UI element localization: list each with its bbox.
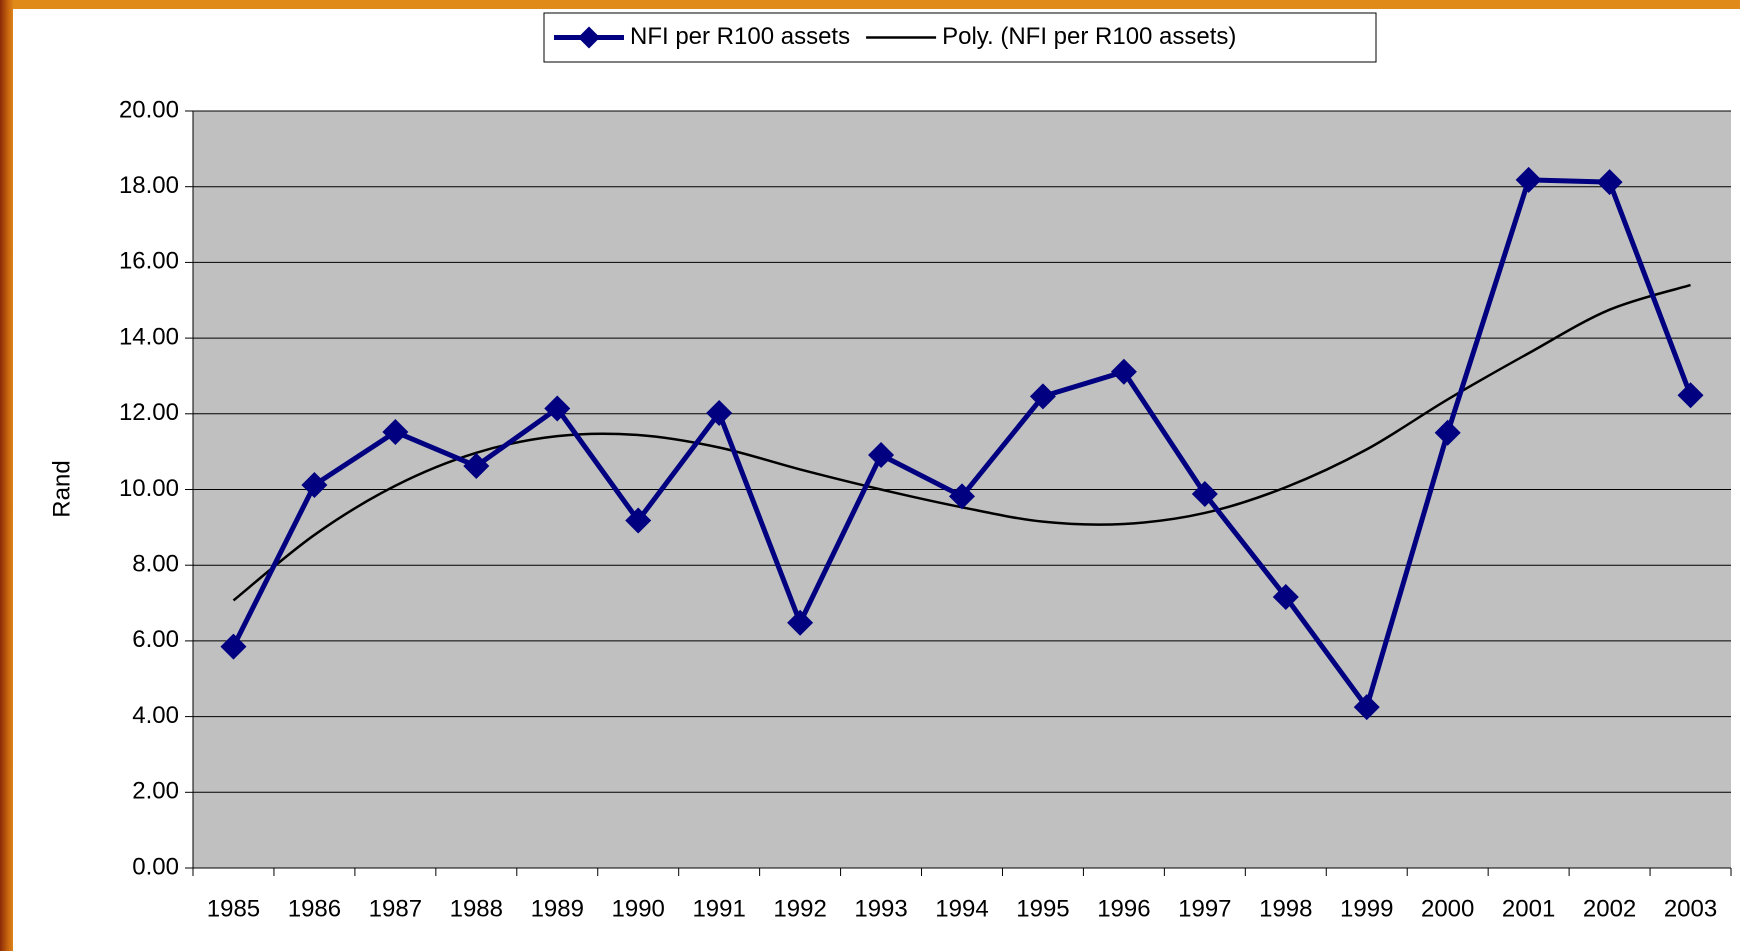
y-tick-label: 20.00 (119, 96, 179, 123)
x-tick-label: 2002 (1583, 895, 1636, 922)
marker (1596, 169, 1623, 196)
x-tick-label: 1989 (531, 895, 584, 922)
x-tick-label: 2003 (1664, 895, 1717, 922)
y-tick-label: 0.00 (132, 853, 179, 880)
x-tick-label: 1992 (773, 895, 826, 922)
marker (1191, 481, 1218, 508)
legend-label: NFI per R100 assets (630, 23, 850, 50)
y-tick-label: 6.00 (132, 626, 179, 653)
y-axis-label: Rand (48, 460, 75, 517)
marker (625, 507, 652, 534)
y-tick-label: 8.00 (132, 551, 179, 578)
x-tick-label: 1998 (1259, 895, 1312, 922)
x-tick-label: 1995 (1016, 895, 1069, 922)
marker (1353, 694, 1380, 721)
marker (1110, 358, 1137, 385)
marker (220, 633, 247, 660)
x-tick-label: 1996 (1097, 895, 1150, 922)
legend-marker (578, 26, 600, 49)
marker (706, 400, 733, 427)
marker (787, 609, 814, 636)
marker (1272, 583, 1299, 610)
y-tick-label: 4.00 (132, 702, 179, 729)
marker (301, 471, 328, 498)
y-tick-label: 18.00 (119, 172, 179, 199)
marker (1029, 383, 1056, 410)
x-tick-label: 1993 (854, 895, 907, 922)
y-tick-label: 16.00 (119, 248, 179, 275)
marker (868, 442, 895, 469)
x-tick-label: 2000 (1421, 895, 1474, 922)
y-tick-label: 2.00 (132, 778, 179, 805)
y-tick-label: 14.00 (119, 323, 179, 350)
x-tick-label: 2001 (1502, 895, 1555, 922)
x-tick-label: 1994 (935, 895, 988, 922)
x-tick-label: 1988 (450, 895, 503, 922)
y-tick-label: 12.00 (119, 399, 179, 426)
legend-box (543, 12, 1377, 63)
x-tick-label: 1987 (369, 895, 422, 922)
x-tick-label: 1986 (288, 895, 341, 922)
x-tick-label: 1997 (1178, 895, 1231, 922)
x-tick-label: 1990 (612, 895, 665, 922)
x-tick-label: 1999 (1340, 895, 1393, 922)
y-tick-label: 10.00 (119, 475, 179, 502)
marker (463, 453, 490, 480)
marker (382, 418, 409, 445)
x-tick-label: 1991 (692, 895, 745, 922)
marker (1677, 382, 1704, 409)
marker (949, 483, 975, 510)
legend-label: Poly. (NFI per R100 assets) (942, 23, 1236, 50)
x-tick-label: 1985 (207, 895, 260, 922)
marker (1515, 166, 1542, 193)
marker (544, 395, 571, 422)
marker (1434, 419, 1461, 446)
